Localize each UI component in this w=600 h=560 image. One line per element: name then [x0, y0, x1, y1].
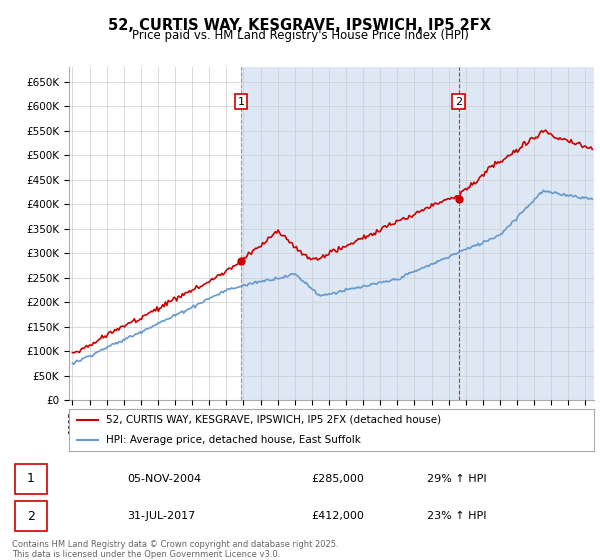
Text: 52, CURTIS WAY, KESGRAVE, IPSWICH, IP5 2FX (detached house): 52, CURTIS WAY, KESGRAVE, IPSWICH, IP5 2…: [106, 415, 441, 424]
Text: 1: 1: [238, 96, 244, 106]
Text: 2: 2: [27, 510, 35, 523]
Text: Contains HM Land Registry data © Crown copyright and database right 2025.
This d: Contains HM Land Registry data © Crown c…: [12, 540, 338, 559]
Text: 1: 1: [27, 472, 35, 486]
Text: 31-JUL-2017: 31-JUL-2017: [127, 511, 196, 521]
Text: 29% ↑ HPI: 29% ↑ HPI: [427, 474, 487, 484]
Text: £412,000: £412,000: [311, 511, 364, 521]
Text: 2: 2: [455, 96, 462, 106]
Text: Price paid vs. HM Land Registry's House Price Index (HPI): Price paid vs. HM Land Registry's House …: [131, 29, 469, 42]
Text: HPI: Average price, detached house, East Suffolk: HPI: Average price, detached house, East…: [106, 435, 361, 445]
Text: £285,000: £285,000: [311, 474, 364, 484]
Text: 05-NOV-2004: 05-NOV-2004: [127, 474, 202, 484]
Text: 23% ↑ HPI: 23% ↑ HPI: [427, 511, 486, 521]
FancyBboxPatch shape: [15, 501, 47, 531]
Bar: [241, 67, 594, 400]
Text: 52, CURTIS WAY, KESGRAVE, IPSWICH, IP5 2FX: 52, CURTIS WAY, KESGRAVE, IPSWICH, IP5 2…: [109, 18, 491, 33]
FancyBboxPatch shape: [15, 464, 47, 494]
